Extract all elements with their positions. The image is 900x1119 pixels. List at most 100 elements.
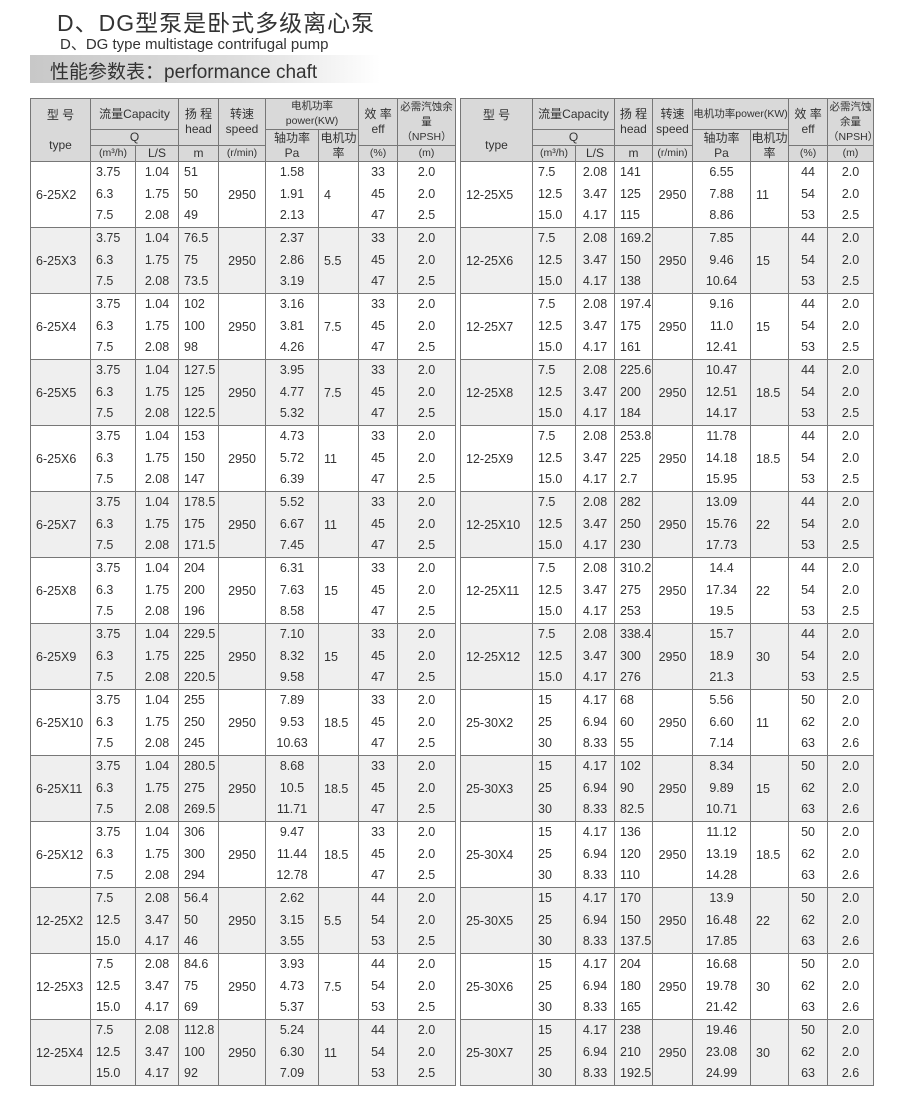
cell-ls: 4.17 6.94 8.33 (574, 689, 616, 756)
value-ls: 4.17 (582, 891, 608, 906)
cell-pa: 1.58 1.91 2.13 (265, 161, 320, 228)
cell-motor: 18.5 (750, 425, 790, 492)
value-q: 15.0 (96, 934, 121, 949)
value-eff: 62 (801, 846, 815, 861)
cell-eff: 44 54 53 (358, 887, 399, 954)
header-shaft-power: 轴功率 Pa (692, 129, 752, 162)
header-head: 扬 程 head (614, 98, 654, 146)
cell-motor: 15 (750, 227, 790, 294)
value-q: 25 (538, 780, 552, 795)
value-q: 7.5 (96, 891, 114, 906)
cell-head: 136 120 110 (614, 821, 654, 888)
pump-row: 12-25X8 7.5 12.5 15.0 2.08 3.47 4.17 225.6 200 18… (460, 359, 875, 426)
value-q: 15.0 (538, 670, 563, 685)
pump-row: 25-30X2 15 25 30 4.17 6.94 8.33 68 60 55 2950 5.56 6… (460, 689, 875, 756)
cell-npsh: 2.0 2.0 2.6 (827, 953, 875, 1020)
cell-q: 3.75 6.3 7.5 (90, 821, 136, 888)
cell-eff: 33 45 47 (358, 557, 399, 624)
cell-eff: 44 54 53 (788, 623, 829, 690)
value-ls: 4.17 (582, 825, 608, 840)
value-q: 6.3 (96, 450, 114, 465)
value-head: 225.6 (620, 363, 652, 378)
cell-motor: 7.5 (318, 953, 360, 1020)
value-head: 200 (184, 582, 205, 597)
value-eff: 44 (801, 297, 815, 312)
value-q: 7.5 (96, 736, 114, 751)
pump-row: 12-25X2 7.5 12.5 15.0 2.08 3.47 4.17 56.4 50 46 29… (30, 887, 457, 954)
value-q: 15 (538, 957, 552, 972)
value-eff: 50 (801, 825, 815, 840)
value-npsh: 2.5 (841, 538, 860, 553)
cell-npsh: 2.0 2.0 2.5 (827, 359, 875, 426)
value-pa: 3.81 (279, 318, 305, 333)
value-npsh: 2.0 (417, 429, 436, 444)
value-pa: 2.62 (279, 891, 305, 906)
cell-type: 25-30X2 (460, 689, 533, 756)
cell-npsh: 2.0 2.0 2.5 (827, 491, 875, 558)
header-eff: 效 率 eff (358, 98, 399, 146)
value-pa: 6.31 (279, 561, 305, 576)
value-ls: 1.04 (144, 429, 170, 444)
cell-eff: 44 54 53 (788, 557, 829, 624)
value-eff: 54 (801, 582, 815, 597)
cell-eff: 33 45 47 (358, 227, 399, 294)
value-eff: 47 (371, 274, 385, 289)
value-npsh: 2.0 (417, 825, 436, 840)
pump-row: 12-25X4 7.5 12.5 15.0 2.08 3.47 4.17 112.8 100 92… (30, 1019, 457, 1086)
value-ls: 8.33 (582, 1000, 608, 1015)
cell-type: 12-25X6 (460, 227, 533, 294)
value-npsh: 2.6 (841, 1000, 860, 1015)
cell-pa: 9.47 11.44 12.78 (265, 821, 320, 888)
value-q: 6.3 (96, 846, 114, 861)
section-banner: 性能参数表：performance chaft (30, 55, 380, 83)
header-m3h: (m³/h) (90, 145, 136, 162)
value-head: 46 (184, 934, 198, 949)
value-pa: 16.68 (705, 957, 738, 972)
value-ls: 2.08 (144, 406, 170, 421)
cell-ls: 2.08 3.47 4.17 (134, 1019, 180, 1086)
value-pa: 17.73 (705, 538, 738, 553)
cell-speed: 2950 (218, 821, 267, 888)
cell-speed: 2950 (218, 359, 267, 426)
value-pa: 21.3 (709, 670, 734, 685)
value-eff: 50 (801, 759, 815, 774)
pump-row: 6-25X12 3.75 6.3 7.5 1.04 1.75 2.08 306 300 294 29… (30, 821, 457, 888)
cell-npsh: 2.0 2.0 2.5 (397, 293, 457, 360)
value-eff: 53 (801, 274, 815, 289)
value-npsh: 2.0 (417, 450, 436, 465)
value-eff: 53 (371, 1000, 385, 1015)
value-pa: 3.93 (279, 957, 305, 972)
value-npsh: 2.0 (417, 252, 436, 267)
value-npsh: 2.0 (417, 516, 436, 531)
value-pa: 15.76 (705, 516, 738, 531)
pump-row: 12-25X11 7.5 12.5 15.0 2.08 3.47 4.17 310.2 275 2… (460, 557, 875, 624)
value-ls: 4.17 (582, 274, 608, 289)
value-ls: 1.75 (144, 648, 170, 663)
value-ls: 4.17 (582, 604, 608, 619)
value-npsh: 2.6 (841, 934, 860, 949)
cell-speed: 2950 (218, 623, 267, 690)
value-pa: 7.89 (279, 693, 305, 708)
cell-ls: 2.08 3.47 4.17 (574, 557, 616, 624)
value-ls: 1.75 (144, 780, 170, 795)
cell-type: 25-30X5 (460, 887, 533, 954)
cell-speed: 2950 (218, 689, 267, 756)
value-eff: 33 (371, 561, 385, 576)
value-pa: 2.37 (279, 231, 305, 246)
value-npsh: 2.0 (841, 495, 860, 510)
header-speed-unit: (r/min) (652, 145, 694, 162)
value-head: 178.5 (184, 495, 216, 510)
value-pa: 9.47 (279, 825, 305, 840)
value-head: 253 (620, 604, 641, 619)
value-head: 110 (620, 868, 640, 883)
value-pa: 10.63 (276, 736, 308, 751)
pump-row: 25-30X5 15 25 30 4.17 6.94 8.33 170 150 137.5 2950… (460, 887, 875, 954)
value-ls: 2.08 (582, 495, 608, 510)
value-q: 3.75 (96, 495, 121, 510)
value-eff: 62 (801, 912, 815, 927)
value-ls: 8.33 (582, 736, 608, 751)
cell-motor: 11 (750, 689, 790, 756)
value-pa: 3.19 (279, 274, 305, 289)
cell-eff: 44 54 53 (358, 1019, 399, 1086)
value-npsh: 2.0 (841, 714, 860, 729)
